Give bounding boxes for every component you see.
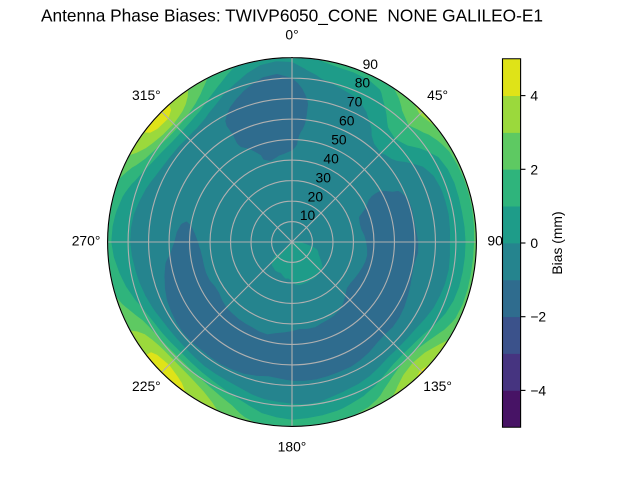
svg-text:70: 70 bbox=[347, 94, 363, 110]
svg-text:60: 60 bbox=[339, 113, 355, 129]
svg-text:180°: 180° bbox=[278, 439, 307, 455]
svg-text:30: 30 bbox=[316, 169, 332, 185]
svg-text:90: 90 bbox=[363, 56, 379, 72]
svg-text:135°: 135° bbox=[423, 378, 452, 394]
svg-text:4: 4 bbox=[530, 88, 538, 104]
svg-text:−4: −4 bbox=[530, 382, 546, 398]
svg-text:−2: −2 bbox=[530, 309, 546, 325]
svg-text:Antenna Phase Biases: TWIVP605: Antenna Phase Biases: TWIVP6050_CONE NON… bbox=[41, 5, 543, 25]
svg-text:0: 0 bbox=[530, 235, 538, 251]
svg-text:20: 20 bbox=[308, 188, 324, 204]
svg-text:225°: 225° bbox=[132, 378, 161, 394]
svg-text:80: 80 bbox=[355, 75, 371, 91]
svg-text:Bias (mm): Bias (mm) bbox=[549, 211, 565, 274]
svg-text:45°: 45° bbox=[427, 87, 448, 103]
svg-text:50: 50 bbox=[331, 131, 347, 147]
svg-text:0°: 0° bbox=[285, 27, 298, 43]
svg-text:315°: 315° bbox=[132, 87, 161, 103]
svg-text:270°: 270° bbox=[72, 233, 101, 249]
svg-text:10: 10 bbox=[300, 207, 316, 223]
svg-text:40: 40 bbox=[323, 150, 339, 166]
svg-text:2: 2 bbox=[530, 161, 538, 177]
